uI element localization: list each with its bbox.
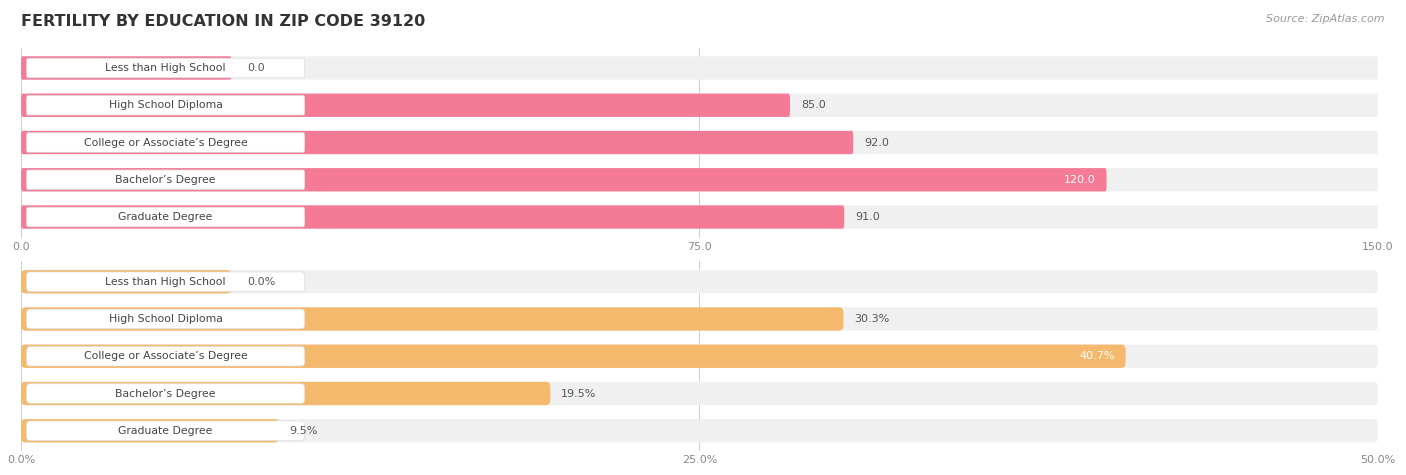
Text: 91.0: 91.0: [855, 212, 880, 222]
FancyBboxPatch shape: [21, 382, 550, 405]
Text: College or Associate’s Degree: College or Associate’s Degree: [84, 351, 247, 361]
FancyBboxPatch shape: [21, 168, 1107, 191]
FancyBboxPatch shape: [21, 344, 1126, 368]
FancyBboxPatch shape: [21, 94, 790, 117]
Text: 30.3%: 30.3%: [855, 314, 890, 324]
FancyBboxPatch shape: [21, 382, 1378, 405]
Text: 9.5%: 9.5%: [290, 426, 318, 436]
Text: Bachelor’s Degree: Bachelor’s Degree: [115, 175, 217, 185]
FancyBboxPatch shape: [21, 57, 1378, 80]
Text: Less than High School: Less than High School: [105, 277, 226, 287]
Text: 19.5%: 19.5%: [561, 389, 596, 399]
FancyBboxPatch shape: [21, 57, 232, 80]
FancyBboxPatch shape: [27, 272, 305, 292]
FancyBboxPatch shape: [21, 419, 278, 442]
FancyBboxPatch shape: [21, 270, 1378, 294]
FancyBboxPatch shape: [21, 307, 1378, 331]
FancyBboxPatch shape: [27, 384, 305, 403]
FancyBboxPatch shape: [21, 205, 844, 228]
Text: 120.0: 120.0: [1064, 175, 1095, 185]
FancyBboxPatch shape: [27, 309, 305, 329]
FancyBboxPatch shape: [21, 168, 1378, 191]
FancyBboxPatch shape: [27, 133, 305, 152]
Text: 0.0%: 0.0%: [247, 277, 276, 287]
FancyBboxPatch shape: [21, 344, 1378, 368]
Text: Bachelor’s Degree: Bachelor’s Degree: [115, 389, 217, 399]
Text: 0.0: 0.0: [247, 63, 266, 73]
Text: Graduate Degree: Graduate Degree: [118, 212, 212, 222]
FancyBboxPatch shape: [27, 95, 305, 115]
Text: College or Associate’s Degree: College or Associate’s Degree: [84, 137, 247, 148]
Text: High School Diploma: High School Diploma: [108, 314, 222, 324]
Text: Less than High School: Less than High School: [105, 63, 226, 73]
Text: 40.7%: 40.7%: [1080, 351, 1115, 361]
FancyBboxPatch shape: [27, 207, 305, 227]
Text: Graduate Degree: Graduate Degree: [118, 426, 212, 436]
FancyBboxPatch shape: [21, 307, 844, 331]
Text: 92.0: 92.0: [865, 137, 889, 148]
Text: 85.0: 85.0: [801, 100, 825, 110]
FancyBboxPatch shape: [21, 131, 853, 154]
FancyBboxPatch shape: [27, 421, 305, 440]
FancyBboxPatch shape: [21, 131, 1378, 154]
FancyBboxPatch shape: [27, 170, 305, 190]
FancyBboxPatch shape: [27, 346, 305, 366]
FancyBboxPatch shape: [21, 419, 1378, 442]
FancyBboxPatch shape: [21, 270, 232, 294]
Text: Source: ZipAtlas.com: Source: ZipAtlas.com: [1267, 14, 1385, 24]
FancyBboxPatch shape: [21, 205, 1378, 228]
FancyBboxPatch shape: [27, 58, 305, 78]
Text: High School Diploma: High School Diploma: [108, 100, 222, 110]
Text: FERTILITY BY EDUCATION IN ZIP CODE 39120: FERTILITY BY EDUCATION IN ZIP CODE 39120: [21, 14, 426, 29]
FancyBboxPatch shape: [21, 94, 1378, 117]
